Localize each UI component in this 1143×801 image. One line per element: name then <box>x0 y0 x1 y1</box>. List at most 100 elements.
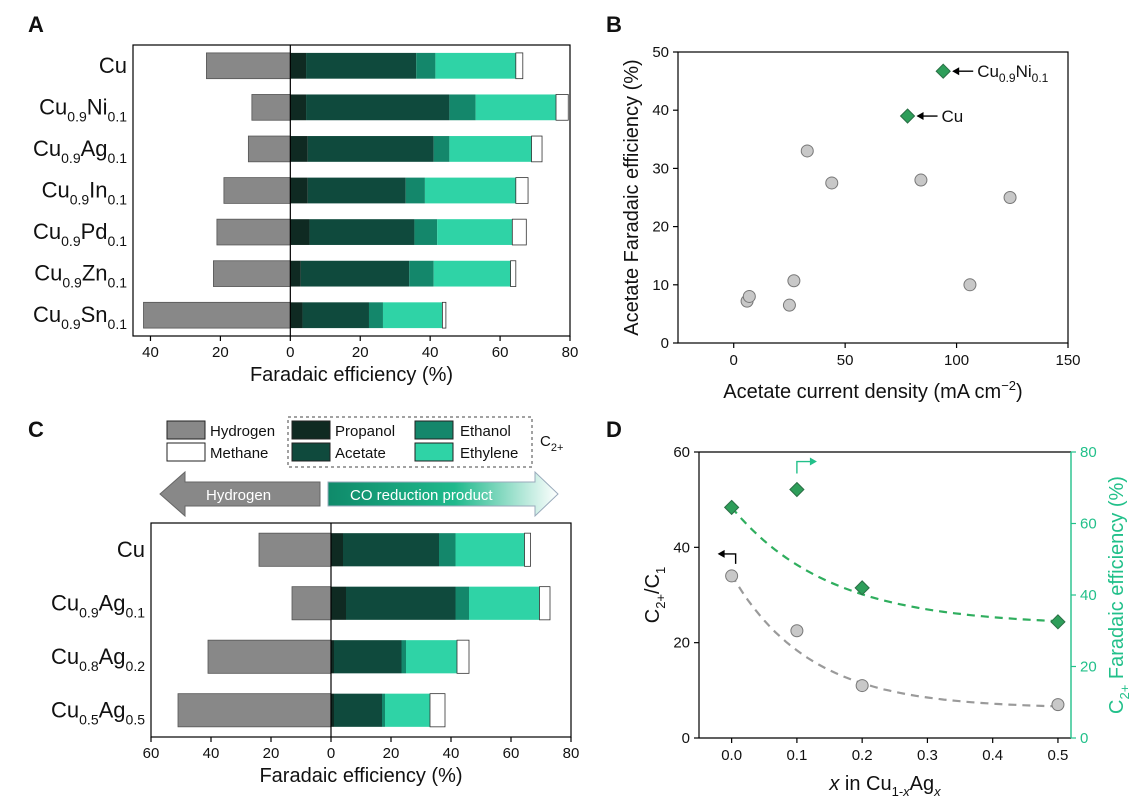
annotation-label: Cu0.9Ni0.1 <box>977 62 1048 85</box>
category-label: Cu <box>99 53 127 78</box>
category-label-main: Cu <box>42 178 70 203</box>
bar-propanol <box>290 94 307 121</box>
bar-ethylene <box>424 177 516 204</box>
y-tick-label: 0 <box>661 335 669 352</box>
bar-ethanol <box>382 693 385 727</box>
bar-acetate <box>302 302 369 329</box>
bar-hydrogen <box>213 260 291 287</box>
category-label-main: Cu <box>33 219 61 244</box>
data-point-ratio <box>855 679 869 693</box>
category-label-main: Cu <box>34 261 62 286</box>
x-tick-label: 40 <box>203 745 220 762</box>
x-axis-label-end: ) <box>1016 381 1023 403</box>
co-product-arrow-label: CO reduction product <box>350 487 493 504</box>
x-axis-label-sub2: x <box>933 784 941 799</box>
x-tick-label: 20 <box>212 344 229 361</box>
bar-propanol <box>331 640 334 674</box>
category-label-main: Cu <box>99 53 127 78</box>
y-left-tick-label: 0 <box>682 730 690 747</box>
data-point-gray <box>800 144 814 158</box>
category-label-sub: 0.9 <box>61 233 81 249</box>
bar-acetate <box>346 586 456 620</box>
panel-a-chart: CuCu0.9Ni0.1Cu0.9Ag0.1Cu0.9In0.1Cu0.9Pd0… <box>33 44 579 386</box>
category-label-element: In <box>89 178 107 203</box>
x-tick-label: 0.2 <box>852 747 873 764</box>
data-point-ratio <box>790 624 804 638</box>
panel-c-direction-arrows: Hydrogen CO reduction product <box>159 470 559 518</box>
category-label-element: Ni <box>87 94 108 119</box>
y-left-tick-label: 20 <box>673 635 690 652</box>
annotation-arrowhead <box>952 67 960 76</box>
x-tick-label: 60 <box>503 745 520 762</box>
bar-propanol <box>290 136 308 162</box>
category-label-main: Cu <box>39 94 67 119</box>
data-point-fe <box>854 580 870 596</box>
y-left-tick-label: 40 <box>673 539 690 556</box>
annotation-label: Cu <box>942 107 964 126</box>
panel-letter-a: A <box>28 12 44 37</box>
bar-acetate <box>306 94 450 121</box>
bar-hydrogen <box>216 218 291 246</box>
panel-letter-d: D <box>606 417 622 442</box>
category-label-element: Zn <box>82 261 108 286</box>
data-point-gray <box>1003 191 1017 204</box>
bar-ethanol <box>405 177 425 204</box>
x-tick-label: 80 <box>562 344 579 361</box>
x-axis-label-main: Acetate current density (mA cm <box>723 381 1001 403</box>
bar-ethanol <box>439 533 456 567</box>
bar-ethylene <box>455 533 525 567</box>
left-axis-pointer <box>721 553 737 564</box>
category-label-sub: 0.9 <box>61 316 81 332</box>
bar-methane <box>515 52 524 80</box>
fit-curve-ratio <box>730 574 1058 708</box>
category-label-sub: 0.2 <box>126 658 146 674</box>
legend-c2plus-main: C <box>540 433 551 450</box>
x-tick-label: 0.5 <box>1048 747 1069 764</box>
category-label-main: Cu <box>51 644 79 669</box>
x-axis-label: Faradaic efficiency (%) <box>259 765 462 787</box>
bar-propanol <box>331 693 334 727</box>
bar-ethanol <box>414 219 438 245</box>
bar-methane <box>511 218 527 246</box>
bar-acetate <box>307 177 406 204</box>
bar-ethanol <box>416 52 436 79</box>
annotation-sub: 0.9 <box>999 71 1016 85</box>
legend-swatch-ethanol <box>414 420 454 440</box>
category-label: Cu0.9Sn0.1 <box>33 302 127 332</box>
x-tick-label: 40 <box>422 344 439 361</box>
bar-ethanol <box>433 136 450 162</box>
bar-acetate <box>307 136 434 162</box>
category-label: Cu0.9Ni0.1 <box>39 94 127 124</box>
bar-acetate <box>343 533 439 567</box>
bar-propanol <box>290 52 307 79</box>
y-left-label-sub2: 1 <box>653 567 668 574</box>
category-label-sub: 0.1 <box>108 316 128 332</box>
bar-methane <box>441 301 447 329</box>
category-label-sub: 0.1 <box>108 150 128 166</box>
data-point-green <box>899 108 916 124</box>
annotation-element: Ni <box>1016 62 1032 81</box>
x-tick-label: 60 <box>143 745 160 762</box>
y-left-axis-label: C2+/C1 <box>642 567 668 624</box>
y-right-tick-label: 60 <box>1080 516 1097 533</box>
category-label: Cu0.9Ag0.1 <box>33 136 127 166</box>
legend-label-hydrogen: Hydrogen <box>210 423 275 440</box>
bar-ethanol <box>401 640 406 674</box>
y-right-label-sub: 2+ <box>1117 685 1132 700</box>
x-tick-label: 40 <box>142 344 159 361</box>
legend-label-acetate: Acetate <box>335 445 386 462</box>
category-label-main: Cu <box>117 537 145 562</box>
data-point-gray <box>914 173 928 187</box>
category-label-sub: 0.5 <box>126 711 146 727</box>
category-label-sub: 0.9 <box>62 275 82 291</box>
legend-c2-box <box>287 416 533 468</box>
bar-methane <box>456 639 470 674</box>
x-tick-label: 0 <box>327 745 335 762</box>
x-axis-label-x: x <box>828 773 840 795</box>
panel-b-chart: 0 50 100 15001020304050Cu0.9Ni0.1CuAcetate … <box>621 44 1081 403</box>
category-label-main: Cu <box>33 302 61 327</box>
category-label-sub: 0.9 <box>79 604 99 620</box>
data-point-green <box>935 63 951 79</box>
bar-ethanol <box>455 586 469 620</box>
